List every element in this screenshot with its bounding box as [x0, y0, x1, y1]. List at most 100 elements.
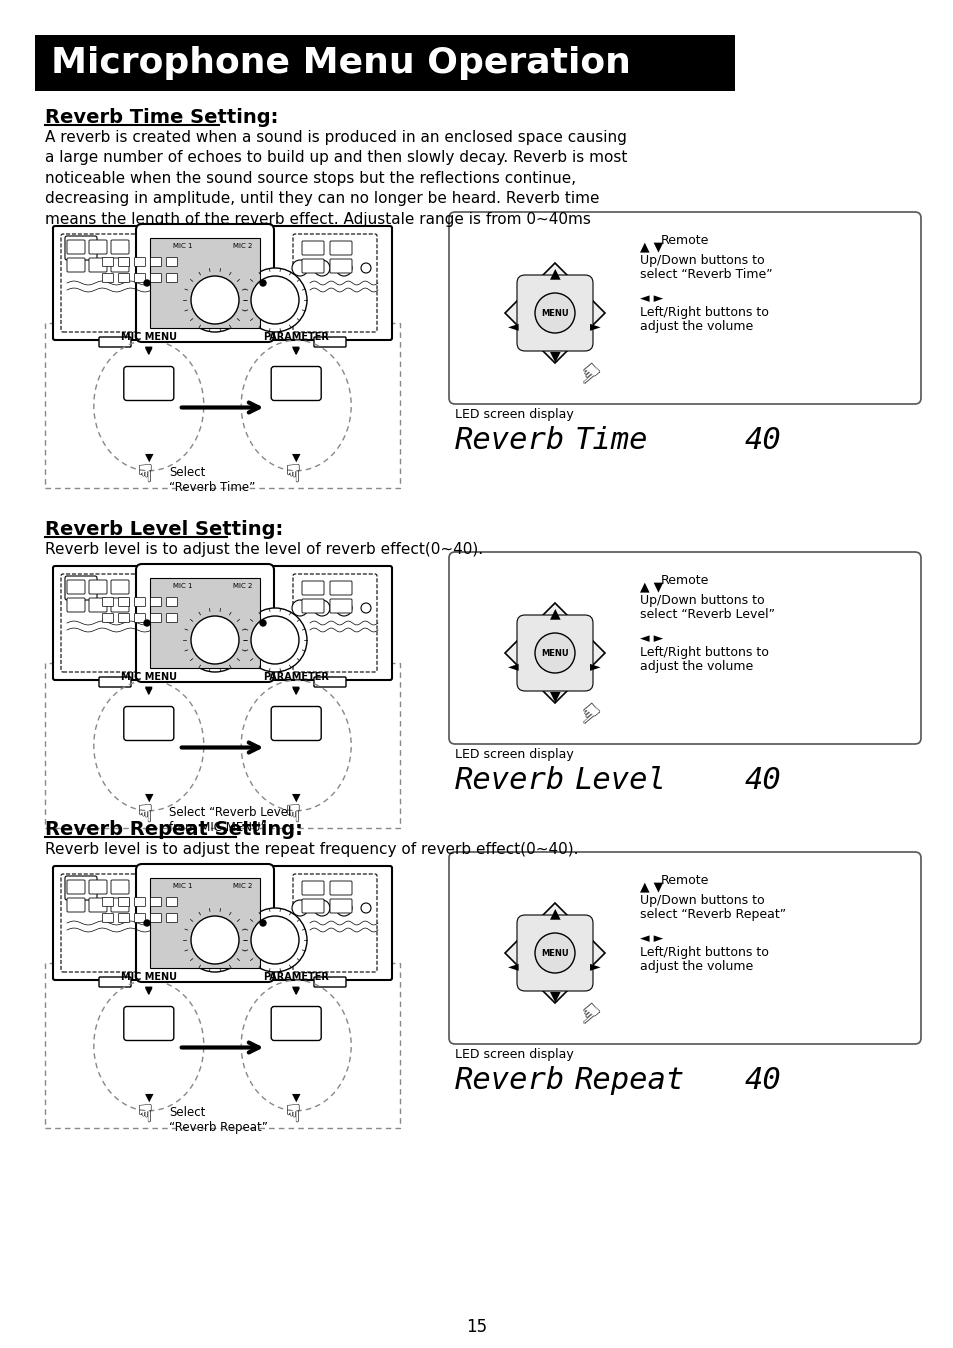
Text: PARAMETER: PARAMETER — [263, 972, 329, 983]
Text: Reverb Time Setting:: Reverb Time Setting: — [45, 108, 278, 127]
FancyBboxPatch shape — [124, 706, 173, 740]
Text: MENU: MENU — [540, 949, 568, 957]
FancyBboxPatch shape — [517, 275, 593, 350]
Circle shape — [183, 608, 247, 673]
Text: Left/Right buttons to: Left/Right buttons to — [639, 646, 768, 659]
Circle shape — [144, 919, 150, 926]
Text: select “Reverb Time”: select “Reverb Time” — [639, 268, 772, 280]
FancyBboxPatch shape — [65, 236, 97, 260]
Text: Select “Reverb Level
from MIC MENU”: Select “Reverb Level from MIC MENU” — [169, 806, 291, 834]
Text: ☞: ☞ — [564, 993, 601, 1030]
Text: ◄ ►: ◄ ► — [639, 293, 662, 305]
Text: Select
“Reverb Repeat”: Select “Reverb Repeat” — [169, 1105, 268, 1134]
Text: 40: 40 — [744, 766, 781, 795]
FancyBboxPatch shape — [167, 597, 177, 607]
FancyBboxPatch shape — [102, 597, 113, 607]
FancyBboxPatch shape — [111, 240, 129, 253]
FancyBboxPatch shape — [302, 882, 324, 895]
Text: MIC 1: MIC 1 — [172, 582, 193, 589]
FancyBboxPatch shape — [302, 241, 324, 255]
FancyBboxPatch shape — [67, 898, 85, 913]
Polygon shape — [504, 603, 604, 704]
FancyBboxPatch shape — [61, 235, 145, 332]
FancyBboxPatch shape — [134, 898, 146, 906]
Circle shape — [292, 600, 308, 616]
Text: 40: 40 — [744, 1066, 781, 1095]
FancyBboxPatch shape — [118, 257, 130, 267]
Circle shape — [360, 903, 371, 913]
FancyBboxPatch shape — [35, 35, 734, 92]
FancyBboxPatch shape — [89, 580, 107, 594]
Text: A reverb is created when a sound is produced in an enclosed space causing
a larg: A reverb is created when a sound is prod… — [45, 129, 627, 226]
Text: ☞: ☞ — [129, 462, 152, 485]
FancyBboxPatch shape — [89, 240, 107, 253]
FancyBboxPatch shape — [136, 224, 274, 342]
FancyBboxPatch shape — [111, 580, 129, 594]
FancyBboxPatch shape — [111, 257, 129, 272]
FancyBboxPatch shape — [118, 914, 130, 922]
Text: Remote: Remote — [660, 235, 708, 247]
Text: Select
“Reverb Time”: Select “Reverb Time” — [169, 466, 254, 493]
FancyBboxPatch shape — [330, 882, 352, 895]
Circle shape — [314, 900, 330, 917]
FancyBboxPatch shape — [124, 367, 173, 400]
FancyBboxPatch shape — [151, 898, 161, 906]
Text: ▼: ▼ — [145, 685, 152, 696]
Circle shape — [251, 616, 298, 665]
FancyBboxPatch shape — [271, 1007, 321, 1041]
FancyBboxPatch shape — [67, 257, 85, 272]
Text: ☞: ☞ — [129, 1103, 152, 1126]
FancyBboxPatch shape — [151, 274, 161, 283]
Circle shape — [144, 280, 150, 286]
FancyBboxPatch shape — [151, 597, 161, 607]
Circle shape — [314, 600, 330, 616]
FancyBboxPatch shape — [517, 615, 593, 692]
FancyBboxPatch shape — [314, 677, 346, 687]
FancyBboxPatch shape — [293, 235, 376, 332]
Text: MENU: MENU — [540, 309, 568, 318]
Text: Reverb: Reverb — [455, 766, 565, 795]
Text: MIC MENU: MIC MENU — [121, 332, 176, 342]
Text: ☞: ☞ — [276, 462, 300, 485]
FancyBboxPatch shape — [102, 613, 113, 623]
Text: Remote: Remote — [660, 574, 708, 586]
FancyBboxPatch shape — [118, 597, 130, 607]
FancyBboxPatch shape — [134, 257, 146, 267]
Text: MIC MENU: MIC MENU — [121, 673, 176, 682]
Circle shape — [535, 634, 575, 673]
FancyBboxPatch shape — [151, 914, 161, 922]
Text: MIC 2: MIC 2 — [233, 883, 252, 888]
Text: MIC 1: MIC 1 — [172, 883, 193, 888]
Text: ▲ ▼: ▲ ▼ — [639, 240, 662, 253]
FancyBboxPatch shape — [167, 274, 177, 283]
Text: ►: ► — [589, 319, 600, 333]
Text: MIC MENU: MIC MENU — [121, 972, 176, 983]
Circle shape — [260, 620, 266, 625]
Text: ◄: ◄ — [507, 659, 518, 673]
FancyBboxPatch shape — [134, 597, 146, 607]
Text: ▼: ▼ — [549, 349, 559, 363]
FancyBboxPatch shape — [111, 898, 129, 913]
Text: LED screen display: LED screen display — [455, 408, 573, 421]
FancyBboxPatch shape — [118, 613, 130, 623]
Text: LED screen display: LED screen display — [455, 1047, 573, 1061]
FancyBboxPatch shape — [136, 864, 274, 981]
FancyBboxPatch shape — [65, 576, 97, 600]
FancyBboxPatch shape — [271, 706, 321, 740]
FancyBboxPatch shape — [111, 599, 129, 612]
FancyBboxPatch shape — [111, 880, 129, 894]
Circle shape — [243, 909, 307, 972]
FancyBboxPatch shape — [150, 239, 260, 328]
Circle shape — [335, 600, 352, 616]
Circle shape — [243, 608, 307, 673]
Text: 15: 15 — [466, 1318, 487, 1336]
Circle shape — [335, 900, 352, 917]
Text: MENU: MENU — [540, 648, 568, 658]
Text: ◄: ◄ — [507, 958, 518, 973]
Text: Reverb Repeat Setting:: Reverb Repeat Setting: — [45, 820, 302, 838]
FancyBboxPatch shape — [449, 212, 920, 404]
Text: ►: ► — [589, 659, 600, 673]
Text: 40: 40 — [744, 426, 781, 456]
Text: Up/Down buttons to: Up/Down buttons to — [639, 894, 763, 907]
FancyBboxPatch shape — [330, 581, 352, 594]
